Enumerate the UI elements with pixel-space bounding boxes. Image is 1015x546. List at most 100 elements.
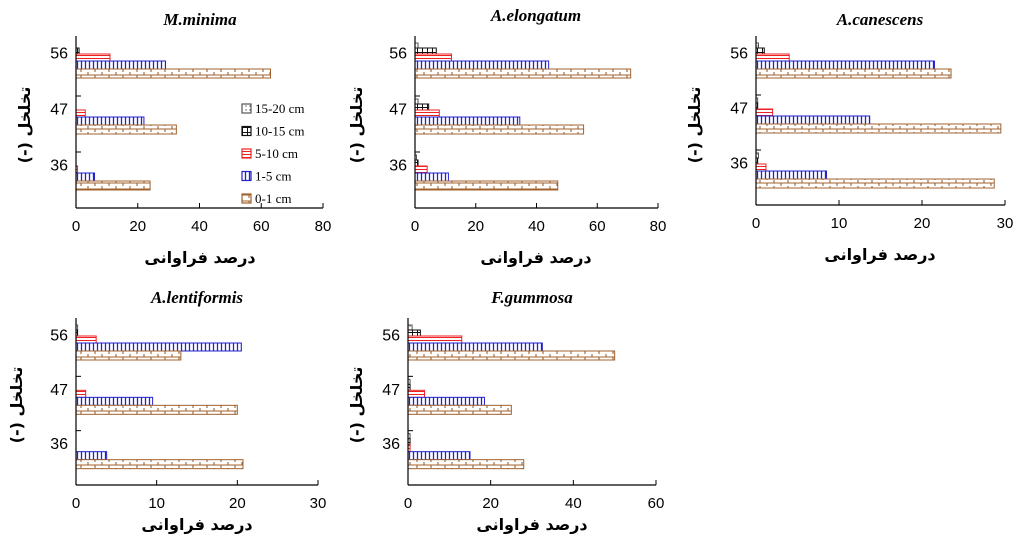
bar-5-10cm-56	[414, 53, 452, 62]
legend-swatch	[241, 193, 252, 204]
bar-0-1cm-56	[407, 350, 616, 361]
x-tick-label: 10	[831, 215, 848, 232]
bar-10-15cm-56	[407, 329, 421, 337]
y-axis-label: تخلخل (-)	[7, 367, 26, 444]
legend-swatch	[241, 148, 252, 159]
chart-panel-2: A.elongatum 56 47 36 0 20 40 60 80 درصد فراوانی تخ…	[347, 6, 666, 267]
legend-label: 1-5 cm	[255, 169, 291, 184]
x-axis-label: درصد فراوانی	[824, 245, 935, 264]
category-label: 47	[50, 382, 68, 399]
legend: 15-20 cm 10-15 cm 5-10 cm 1-5 cm 0-1 cm	[241, 101, 304, 206]
x-tick-label: 20	[229, 495, 246, 512]
bar-5-10cm-56	[75, 335, 97, 344]
bar-5-10cm-56	[755, 53, 790, 62]
bar-1-5cm-36	[414, 172, 449, 182]
bar-0-1cm-56	[75, 68, 272, 79]
category-label: 56	[389, 46, 407, 63]
legend-label: 5-10 cm	[255, 146, 298, 161]
bar-1-5cm-56	[407, 342, 543, 352]
x-tick-label: 20	[482, 495, 499, 512]
y-axis-label: تخلخل (-)	[347, 87, 366, 164]
x-tick-label: 80	[650, 218, 667, 235]
x-tick-label: 60	[253, 218, 270, 235]
bar-1-5cm-47	[414, 116, 521, 126]
x-tick-label: 60	[648, 495, 665, 512]
x-tick-label: 40	[565, 495, 582, 512]
chart-title: A.canescens	[836, 10, 924, 29]
bar-5-10cm-36	[755, 163, 767, 172]
bar-1-5cm-36	[75, 451, 108, 461]
bar-15-20cm-56	[407, 324, 413, 331]
category-label: 56	[730, 46, 748, 63]
bar-5-10cm-36	[414, 165, 428, 174]
bar-5-10cm-47	[414, 109, 440, 118]
category-label: 36	[730, 156, 748, 173]
bar-5-10cm-56	[75, 53, 111, 62]
x-tick-label: 20	[467, 218, 484, 235]
chart-title: A.elongatum	[490, 6, 581, 25]
bar-0-1cm-47	[755, 123, 1002, 134]
x-tick-label: 10	[148, 495, 165, 512]
x-tick-label: 0	[411, 218, 419, 235]
chart-title: M.minima	[162, 10, 237, 29]
bar-1-5cm-56	[414, 60, 550, 70]
category-label: 36	[50, 436, 68, 453]
bar-1-5cm-47	[75, 396, 154, 406]
legend-label: 15-20 cm	[255, 101, 304, 116]
bar-0-1cm-36	[75, 459, 244, 470]
x-axis-label: درصد فراوانی	[476, 515, 587, 534]
legend-label: 10-15 cm	[255, 124, 304, 139]
chart-panel-4: A.lentiformis 56 47 36 0 10 20 30 درصد فراوانی تخ…	[7, 288, 326, 534]
legend-swatch	[241, 170, 252, 182]
bar-0-1cm-36	[414, 180, 559, 191]
bar-0-1cm-47	[75, 124, 177, 135]
category-label: 47	[730, 101, 748, 118]
bar-0-1cm-36	[755, 178, 995, 189]
bar-0-1cm-47	[75, 404, 238, 415]
bar-0-1cm-47	[407, 404, 512, 415]
bar-5-10cm-47	[407, 389, 426, 398]
bar-0-1cm-36	[75, 180, 151, 191]
bar-1-5cm-47	[75, 116, 145, 126]
y-axis-label: تخلخل (-)	[685, 87, 704, 164]
x-tick-label: 40	[528, 218, 545, 235]
category-label: 56	[50, 46, 68, 63]
y-axis-label: تخلخل (-)	[347, 367, 366, 444]
x-tick-label: 40	[191, 218, 208, 235]
x-tick-label: 20	[129, 218, 146, 235]
bar-10-15cm-56	[414, 47, 437, 55]
bar-0-1cm-56	[75, 350, 182, 361]
bar-1-5cm-56	[75, 342, 242, 352]
bar-10-15cm-47	[414, 103, 430, 111]
category-label: 56	[382, 328, 400, 345]
bar-5-10cm-47	[75, 389, 87, 398]
category-label: 36	[389, 158, 407, 175]
bar-5-10cm-56	[407, 335, 463, 344]
x-axis-label: درصد فراوانی	[144, 248, 255, 267]
chart-title: A.lentiformis	[150, 288, 243, 307]
chart-panel-5: F.gummosa 56 47 36 0 20 40 60 درصد فراوانی تخلخل …	[347, 288, 664, 534]
x-tick-label: 80	[315, 218, 332, 235]
bar-5-10cm-47	[75, 109, 86, 118]
x-axis-label: درصد فراوانی	[141, 515, 252, 534]
legend-label: 0-1 cm	[255, 191, 291, 206]
category-label: 36	[50, 158, 68, 175]
category-label: 36	[382, 436, 400, 453]
bar-0-1cm-47	[414, 124, 585, 135]
bar-10-15cm-56	[755, 47, 765, 55]
bar-0-1cm-56	[755, 68, 952, 79]
chart-panel-3: A.canescens 56 47 36 0 10 20 30 درصد فراوانی تخلخ…	[685, 10, 1013, 264]
x-tick-label: 0	[72, 495, 80, 512]
bar-1-5cm-36	[75, 172, 96, 182]
bar-0-1cm-56	[414, 68, 632, 79]
y-axis-label: تخلخل (-)	[15, 87, 34, 164]
bar-5-10cm-47	[755, 108, 774, 117]
category-label: 56	[50, 328, 68, 345]
x-tick-label: 20	[914, 215, 931, 232]
x-tick-label: 0	[72, 218, 80, 235]
bar-0-1cm-36	[407, 459, 525, 470]
category-label: 47	[382, 382, 400, 399]
bar-1-5cm-36	[407, 451, 471, 461]
x-axis-label: درصد فراوانی	[480, 248, 591, 267]
